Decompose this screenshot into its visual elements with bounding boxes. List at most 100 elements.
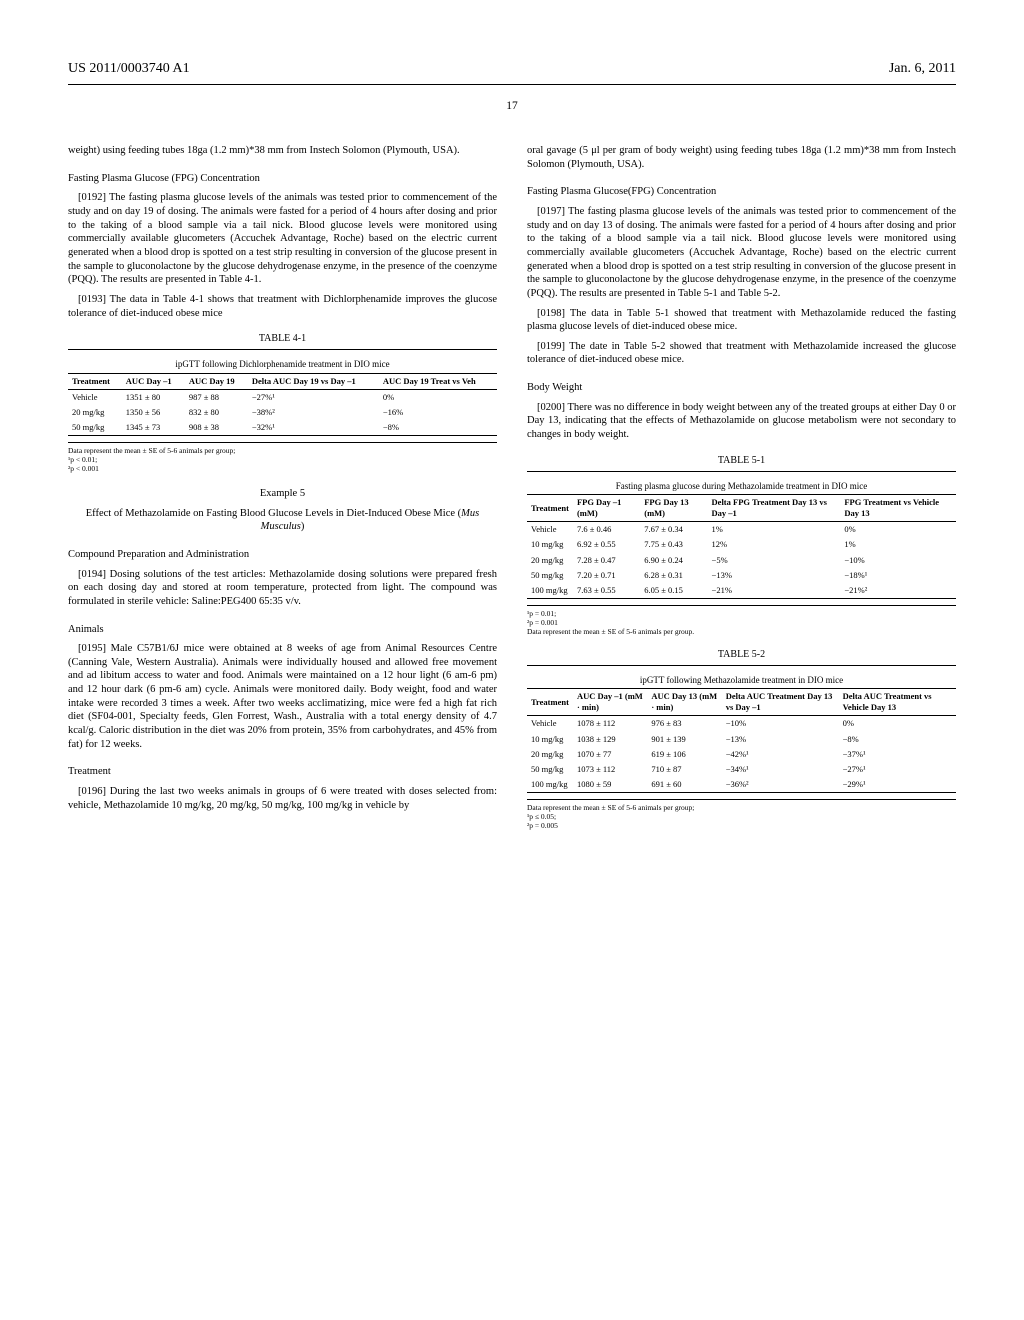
t51-h4: FPG Treatment vs Vehicle Day 13 xyxy=(840,495,956,522)
t52-r2c2: 619 ± 106 xyxy=(647,747,721,762)
t52-r3c2: 710 ± 87 xyxy=(647,762,721,777)
t52-r4c2: 691 ± 60 xyxy=(647,777,721,793)
t41-footnotes: Data represent the mean ± SE of 5-6 anim… xyxy=(68,446,497,473)
t51-h1: FPG Day –1 (mM) xyxy=(573,495,640,522)
table-5-1-title: Fasting plasma glucose during Methazolam… xyxy=(527,479,956,495)
table-5-1-label: TABLE 5-1 xyxy=(527,454,956,467)
t51-r0c4: 0% xyxy=(840,522,956,538)
para-0194: [0194] Dosing solutions of the test arti… xyxy=(68,568,497,609)
right-column: oral gavage (5 μl per gram of body weigh… xyxy=(527,144,956,838)
t52-fn2: ²p = 0.005 xyxy=(527,821,956,830)
para-0197: [0197] The fasting plasma glucose levels… xyxy=(527,205,956,300)
t52-footnotes: Data represent the mean ± SE of 5-6 anim… xyxy=(527,803,956,830)
t51-fn1: ²p = 0.001 xyxy=(527,618,956,627)
left-column: weight) using feeding tubes 18ga (1.2 mm… xyxy=(68,144,497,838)
t51-fn2: Data represent the mean ± SE of 5-6 anim… xyxy=(527,627,956,636)
t51-r4c4: −21%² xyxy=(840,583,956,599)
right-intro: oral gavage (5 μl per gram of body weigh… xyxy=(527,144,956,171)
t51-r3c4: −18%¹ xyxy=(840,568,956,583)
left-intro: weight) using feeding tubes 18ga (1.2 mm… xyxy=(68,144,497,158)
t52-fn0: Data represent the mean ± SE of 5-6 anim… xyxy=(527,803,956,812)
header: US 2011/0003740 A1 Jan. 6, 2011 xyxy=(68,60,956,85)
bodyweight-heading: Body Weight xyxy=(527,381,956,395)
t52-r2c0: 20 mg/kg xyxy=(527,747,573,762)
treatment-heading: Treatment xyxy=(68,765,497,779)
para-0200: [0200] There was no difference in body w… xyxy=(527,401,956,442)
t52-r0c4: 0% xyxy=(839,716,956,732)
example5-title: Effect of Methazolamide on Fasting Blood… xyxy=(68,507,497,534)
t52-h0: Treatment xyxy=(527,689,573,716)
doc-date: Jan. 6, 2011 xyxy=(889,60,956,78)
table-4-1-title: ipGTT following Dichlorphenamide treatme… xyxy=(68,357,497,373)
t41-h1: AUC Day –1 xyxy=(122,373,185,389)
t52-r0c3: −10% xyxy=(722,716,839,732)
t51-r4c1: 7.63 ± 0.55 xyxy=(573,583,640,599)
t41-r1c2: 832 ± 80 xyxy=(185,405,248,420)
t52-h2: AUC Day 13 (mM · min) xyxy=(647,689,721,716)
t51-h3: Delta FPG Treatment Day 13 vs Day –1 xyxy=(708,495,841,522)
t41-r2c1: 1345 ± 73 xyxy=(122,420,185,436)
para-0199: [0199] The date in Table 5-2 showed that… xyxy=(527,340,956,367)
t51-r3c1: 7.20 ± 0.71 xyxy=(573,568,640,583)
table-4-1: TABLE 4-1 ipGTT following Dichlorphenami… xyxy=(68,332,497,473)
t52-r2c3: −42%¹ xyxy=(722,747,839,762)
t51-r0c0: Vehicle xyxy=(527,522,573,538)
para-0193: [0193] The data in Table 4-1 shows that … xyxy=(68,293,497,320)
t41-r0c1: 1351 ± 80 xyxy=(122,389,185,405)
t52-r4c0: 100 mg/kg xyxy=(527,777,573,793)
t41-r0c2: 987 ± 88 xyxy=(185,389,248,405)
t41-r1c3: −38%² xyxy=(248,405,379,420)
t52-h4: Delta AUC Treatment vs Vehicle Day 13 xyxy=(839,689,956,716)
t51-r0c1: 7.6 ± 0.46 xyxy=(573,522,640,538)
t41-r2c3: −32%¹ xyxy=(248,420,379,436)
t52-r0c1: 1078 ± 112 xyxy=(573,716,647,732)
t41-fn2: ²p < 0.001 xyxy=(68,464,497,473)
t51-r1c1: 6.92 ± 0.55 xyxy=(573,537,640,552)
t52-r3c4: −27%¹ xyxy=(839,762,956,777)
fpg-heading-left: Fasting Plasma Glucose (FPG) Concentrati… xyxy=(68,172,497,186)
t41-r2c4: −8% xyxy=(379,420,497,436)
t51-r1c4: 1% xyxy=(840,537,956,552)
t52-h3: Delta AUC Treatment Day 13 vs Day –1 xyxy=(722,689,839,716)
t51-r1c3: 12% xyxy=(708,537,841,552)
t51-r4c3: −21% xyxy=(708,583,841,599)
t51-h0: Treatment xyxy=(527,495,573,522)
t51-r2c4: −10% xyxy=(840,553,956,568)
t51-r3c2: 6.28 ± 0.31 xyxy=(640,568,707,583)
t41-h3: Delta AUC Day 19 vs Day –1 xyxy=(248,373,379,389)
t41-r0c3: −27%¹ xyxy=(248,389,379,405)
para-0192: [0192] The fasting plasma glucose levels… xyxy=(68,191,497,286)
t51-r1c0: 10 mg/kg xyxy=(527,537,573,552)
t51-r3c3: −13% xyxy=(708,568,841,583)
compound-heading: Compound Preparation and Administration xyxy=(68,548,497,562)
t51-fn0: ¹p = 0.01; xyxy=(527,609,956,618)
table-5-2: TABLE 5-2 ipGTT following Methazolamide … xyxy=(527,648,956,830)
para-0196: [0196] During the last two weeks animals… xyxy=(68,785,497,812)
t41-fn1: ¹p < 0.01; xyxy=(68,455,497,464)
t52-r0c0: Vehicle xyxy=(527,716,573,732)
t52-r3c3: −34%¹ xyxy=(722,762,839,777)
t41-r2c0: 50 mg/kg xyxy=(68,420,122,436)
content-columns: weight) using feeding tubes 18ga (1.2 mm… xyxy=(68,144,956,838)
para-0198: [0198] The data in Table 5-1 showed that… xyxy=(527,307,956,334)
t41-h0: Treatment xyxy=(68,373,122,389)
t52-h1: AUC Day –1 (mM · min) xyxy=(573,689,647,716)
table-4-1-label: TABLE 4-1 xyxy=(68,332,497,345)
page-number: 17 xyxy=(68,99,956,114)
animals-heading: Animals xyxy=(68,623,497,637)
t51-r2c0: 20 mg/kg xyxy=(527,553,573,568)
t51-h2: FPG Day 13 (mM) xyxy=(640,495,707,522)
example5-heading: Example 5 xyxy=(68,487,497,501)
t52-r1c0: 10 mg/kg xyxy=(527,732,573,747)
t41-r0c4: 0% xyxy=(379,389,497,405)
t52-r1c3: −13% xyxy=(722,732,839,747)
t41-r2c2: 908 ± 38 xyxy=(185,420,248,436)
t41-r1c4: −16% xyxy=(379,405,497,420)
t52-r4c4: −29%¹ xyxy=(839,777,956,793)
t51-r4c2: 6.05 ± 0.15 xyxy=(640,583,707,599)
t51-r2c1: 7.28 ± 0.47 xyxy=(573,553,640,568)
t51-r3c0: 50 mg/kg xyxy=(527,568,573,583)
t52-r1c1: 1038 ± 129 xyxy=(573,732,647,747)
t52-r2c4: −37%¹ xyxy=(839,747,956,762)
t51-r0c2: 7.67 ± 0.34 xyxy=(640,522,707,538)
